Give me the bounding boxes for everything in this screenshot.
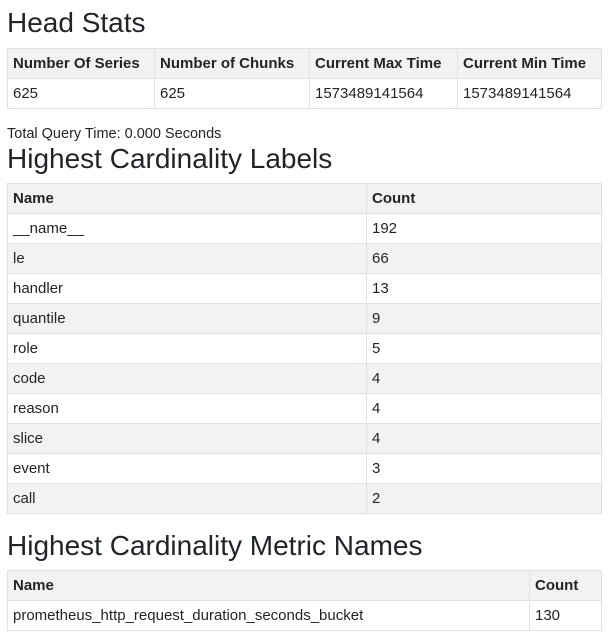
current-min-time-value: 1573489141564 — [457, 78, 602, 109]
table-row: __name__ 192 — [7, 213, 602, 244]
metric-names-table: Name Count prometheus_http_request_durat… — [7, 570, 602, 631]
number-of-series-value: 625 — [7, 78, 155, 109]
head-stats-values-row: 625 625 1573489141564 1573489141564 — [7, 78, 602, 109]
count-cell: 4 — [366, 363, 602, 394]
name-cell: handler — [7, 273, 367, 304]
table-row: prometheus_http_request_duration_seconds… — [7, 600, 602, 631]
name-cell: le — [7, 243, 367, 274]
col-current-min-time: Current Min Time — [457, 48, 602, 79]
count-cell: 130 — [529, 600, 602, 631]
metric-names-header-row: Name Count — [7, 570, 602, 601]
col-name: Name — [7, 183, 367, 214]
name-cell: quantile — [7, 303, 367, 334]
name-cell: reason — [7, 393, 367, 424]
count-cell: 4 — [366, 393, 602, 424]
table-row: quantile 9 — [7, 303, 602, 334]
name-cell: event — [7, 453, 367, 484]
table-row: role 5 — [7, 333, 602, 364]
col-number-of-chunks: Number of Chunks — [154, 48, 310, 79]
number-of-chunks-value: 625 — [154, 78, 310, 109]
table-row: call 2 — [7, 483, 602, 514]
labels-table: Name Count __name__ 192 le 66 handler 13 quant… — [7, 183, 602, 514]
head-stats-heading: Head Stats — [7, 7, 146, 38]
name-cell: role — [7, 333, 367, 364]
count-cell: 4 — [366, 423, 602, 454]
col-count: Count — [366, 183, 602, 214]
labels-header-row: Name Count — [7, 183, 602, 214]
table-row: reason 4 — [7, 393, 602, 424]
table-row: le 66 — [7, 243, 602, 274]
metric-names-body: prometheus_http_request_duration_seconds… — [7, 600, 602, 631]
labels-heading: Highest Cardinality Labels — [7, 143, 333, 174]
count-cell: 3 — [366, 453, 602, 484]
labels-body: __name__ 192 le 66 handler 13 quantile 9 role 5 co… — [7, 213, 602, 514]
count-cell: 9 — [366, 303, 602, 334]
name-cell: prometheus_http_request_duration_seconds… — [7, 600, 530, 631]
col-name: Name — [7, 570, 530, 601]
name-cell: call — [7, 483, 367, 514]
total-query-time: Total Query Time: 0.000 Seconds — [7, 126, 222, 142]
table-row: code 4 — [7, 363, 602, 394]
table-row: slice 4 — [7, 423, 602, 454]
head-stats-header-row: Number Of Series Number of Chunks Curren… — [7, 48, 602, 79]
current-max-time-value: 1573489141564 — [309, 78, 458, 109]
name-cell: slice — [7, 423, 367, 454]
count-cell: 66 — [366, 243, 602, 274]
col-current-max-time: Current Max Time — [309, 48, 458, 79]
count-cell: 5 — [366, 333, 602, 364]
count-cell: 2 — [366, 483, 602, 514]
count-cell: 192 — [366, 213, 602, 244]
metric-names-heading: Highest Cardinality Metric Names — [7, 530, 423, 561]
table-row: handler 13 — [7, 273, 602, 304]
col-count: Count — [529, 570, 602, 601]
name-cell: __name__ — [7, 213, 367, 244]
col-number-of-series: Number Of Series — [7, 48, 155, 79]
head-stats-table: Number Of Series Number of Chunks Curren… — [7, 48, 602, 109]
count-cell: 13 — [366, 273, 602, 304]
table-row: event 3 — [7, 453, 602, 484]
name-cell: code — [7, 363, 367, 394]
